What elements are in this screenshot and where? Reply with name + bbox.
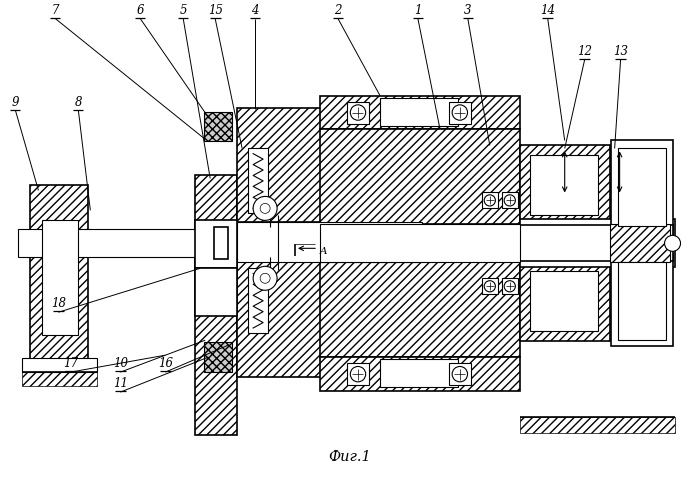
- Bar: [520, 219, 675, 267]
- Bar: [214, 227, 228, 259]
- Bar: [18, 229, 213, 257]
- Bar: [237, 262, 422, 377]
- Bar: [22, 358, 97, 372]
- Text: Фиг.1: Фиг.1: [328, 450, 371, 464]
- Bar: [195, 175, 237, 435]
- Bar: [347, 102, 369, 123]
- Text: 5: 5: [180, 4, 187, 16]
- Bar: [502, 278, 518, 294]
- Text: 9: 9: [12, 95, 19, 108]
- Circle shape: [350, 105, 366, 120]
- Bar: [449, 363, 471, 385]
- Bar: [320, 130, 520, 225]
- Circle shape: [504, 195, 515, 206]
- Bar: [347, 363, 369, 385]
- Bar: [320, 225, 520, 262]
- Bar: [380, 359, 458, 387]
- Text: 10: 10: [113, 357, 128, 370]
- Text: 13: 13: [613, 45, 628, 58]
- Text: 18: 18: [51, 297, 66, 310]
- Bar: [520, 146, 610, 226]
- Text: 6: 6: [136, 4, 144, 16]
- Bar: [482, 193, 498, 209]
- Text: 4: 4: [252, 4, 259, 16]
- Bar: [204, 342, 232, 372]
- Text: 15: 15: [208, 4, 223, 16]
- Bar: [502, 193, 518, 209]
- Bar: [248, 149, 268, 213]
- Bar: [530, 272, 598, 331]
- Circle shape: [452, 366, 468, 382]
- Bar: [22, 372, 97, 386]
- Bar: [195, 220, 237, 268]
- Bar: [43, 220, 78, 335]
- Text: 3: 3: [464, 4, 472, 16]
- Bar: [618, 149, 665, 227]
- Bar: [380, 98, 458, 125]
- Text: 2: 2: [334, 4, 342, 16]
- Bar: [482, 278, 498, 294]
- Circle shape: [260, 203, 270, 213]
- Bar: [237, 222, 422, 262]
- Circle shape: [452, 105, 468, 120]
- Bar: [195, 268, 237, 316]
- Bar: [305, 226, 672, 261]
- Text: 8: 8: [75, 95, 82, 108]
- Text: A: A: [320, 247, 328, 256]
- Bar: [520, 261, 610, 341]
- Text: 16: 16: [158, 357, 173, 370]
- Text: 11: 11: [113, 377, 128, 390]
- Bar: [320, 95, 520, 130]
- Bar: [530, 155, 598, 215]
- Bar: [248, 268, 268, 333]
- Text: 17: 17: [63, 357, 78, 370]
- Bar: [320, 262, 520, 357]
- Bar: [204, 111, 232, 141]
- Text: 1: 1: [414, 4, 421, 16]
- Circle shape: [504, 281, 515, 292]
- Text: 12: 12: [577, 45, 592, 58]
- Bar: [449, 102, 471, 123]
- Circle shape: [484, 281, 496, 292]
- Bar: [611, 140, 672, 234]
- Bar: [237, 107, 422, 222]
- Circle shape: [260, 273, 270, 283]
- Circle shape: [253, 197, 277, 220]
- Circle shape: [350, 366, 366, 382]
- Circle shape: [484, 195, 496, 206]
- Circle shape: [665, 235, 681, 251]
- Bar: [610, 225, 670, 262]
- Bar: [611, 254, 672, 346]
- Bar: [520, 417, 675, 433]
- Bar: [31, 185, 88, 360]
- Circle shape: [253, 266, 277, 290]
- Text: 14: 14: [540, 4, 555, 16]
- Bar: [320, 357, 520, 391]
- Text: 7: 7: [52, 4, 59, 16]
- Bar: [618, 262, 665, 340]
